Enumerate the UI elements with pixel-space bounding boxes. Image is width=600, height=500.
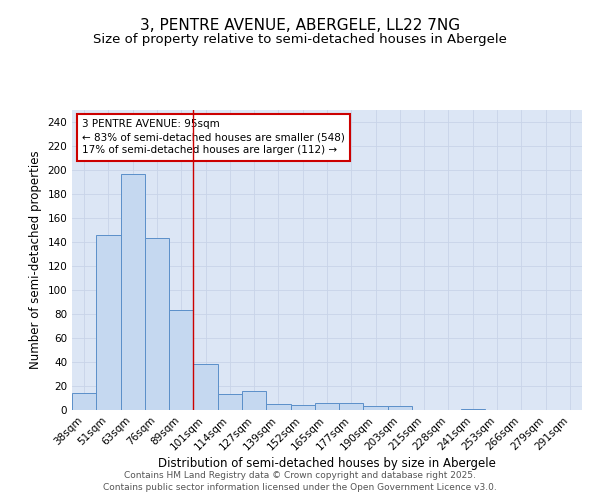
Text: Size of property relative to semi-detached houses in Abergele: Size of property relative to semi-detach…	[93, 32, 507, 46]
Bar	[96, 235, 121, 410]
Bar	[145, 238, 169, 410]
Bar	[121, 174, 145, 410]
Y-axis label: Number of semi-detached properties: Number of semi-detached properties	[29, 150, 42, 370]
Bar	[218, 394, 242, 410]
Text: 3 PENTRE AVENUE: 95sqm
← 83% of semi-detached houses are smaller (548)
17% of se: 3 PENTRE AVENUE: 95sqm ← 83% of semi-det…	[82, 119, 345, 156]
Bar	[290, 405, 315, 410]
Bar	[315, 403, 339, 410]
Bar	[364, 406, 388, 410]
Bar	[388, 406, 412, 410]
Bar	[266, 404, 290, 410]
Bar	[193, 364, 218, 410]
Bar	[339, 403, 364, 410]
Bar	[169, 310, 193, 410]
X-axis label: Distribution of semi-detached houses by size in Abergele: Distribution of semi-detached houses by …	[158, 458, 496, 470]
Bar	[242, 391, 266, 410]
Text: Contains HM Land Registry data © Crown copyright and database right 2025.
Contai: Contains HM Land Registry data © Crown c…	[103, 471, 497, 492]
Text: 3, PENTRE AVENUE, ABERGELE, LL22 7NG: 3, PENTRE AVENUE, ABERGELE, LL22 7NG	[140, 18, 460, 32]
Bar	[72, 393, 96, 410]
Bar	[461, 409, 485, 410]
